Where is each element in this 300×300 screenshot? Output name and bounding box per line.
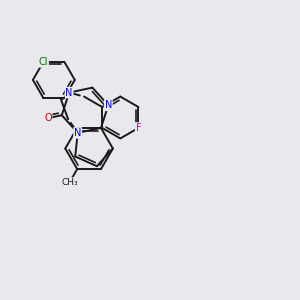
Text: N: N [65, 88, 73, 98]
Text: N: N [74, 128, 81, 138]
Text: O: O [44, 113, 52, 123]
Text: CH₃: CH₃ [61, 178, 78, 187]
Text: N: N [105, 100, 112, 110]
Text: F: F [136, 123, 141, 133]
Text: Cl: Cl [39, 57, 48, 67]
